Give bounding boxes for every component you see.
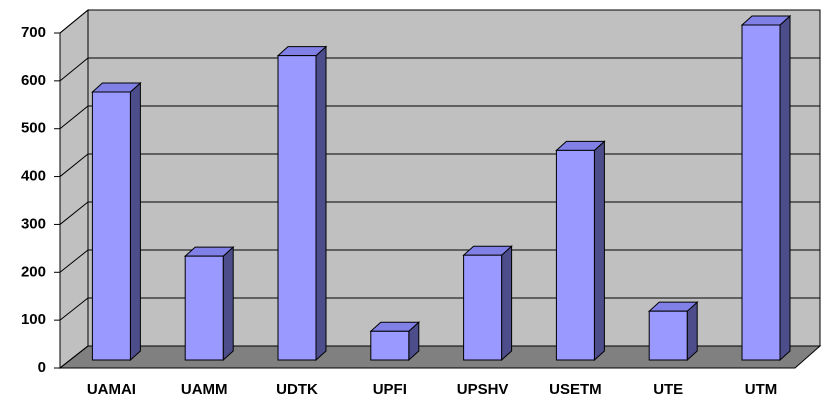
bar (277, 55, 317, 361)
x-tick-label: USETM (549, 381, 602, 398)
x-tick-label: UDTK (276, 381, 318, 398)
bar (555, 149, 595, 361)
x-tick-label: UPFI (373, 381, 407, 398)
grid-line (59, 105, 820, 130)
x-tick-label: UAMM (181, 381, 228, 398)
y-tick-label: 600 (21, 72, 46, 89)
bar-side (686, 301, 698, 362)
y-tick-label: 400 (21, 168, 46, 185)
y-tick-label: 300 (21, 215, 46, 232)
grid-line (59, 9, 820, 34)
bar-side (315, 45, 327, 362)
y-tick-label: 100 (21, 311, 46, 328)
x-tick-label: UTM (745, 381, 778, 398)
side-wall (59, 8, 89, 370)
y-tick-label: 500 (21, 120, 46, 137)
bar-side (222, 246, 234, 362)
y-tick-label: 200 (21, 263, 46, 280)
bar-side (129, 81, 141, 362)
x-tick-label: UTE (653, 381, 683, 398)
bar (463, 254, 503, 361)
x-tick-label: UAMAI (87, 381, 136, 398)
floor (58, 345, 822, 369)
bar (648, 310, 688, 361)
y-tick-label: 700 (21, 24, 46, 41)
bar-side (779, 14, 791, 362)
bar (741, 24, 781, 361)
y-tick-label: 0 (38, 359, 46, 376)
bar (91, 91, 131, 361)
bar-side (593, 140, 605, 362)
grid-line (59, 57, 820, 82)
bar (370, 330, 410, 361)
bar (184, 255, 224, 361)
x-tick-label: UPSHV (457, 381, 509, 398)
bar-side (501, 245, 513, 362)
